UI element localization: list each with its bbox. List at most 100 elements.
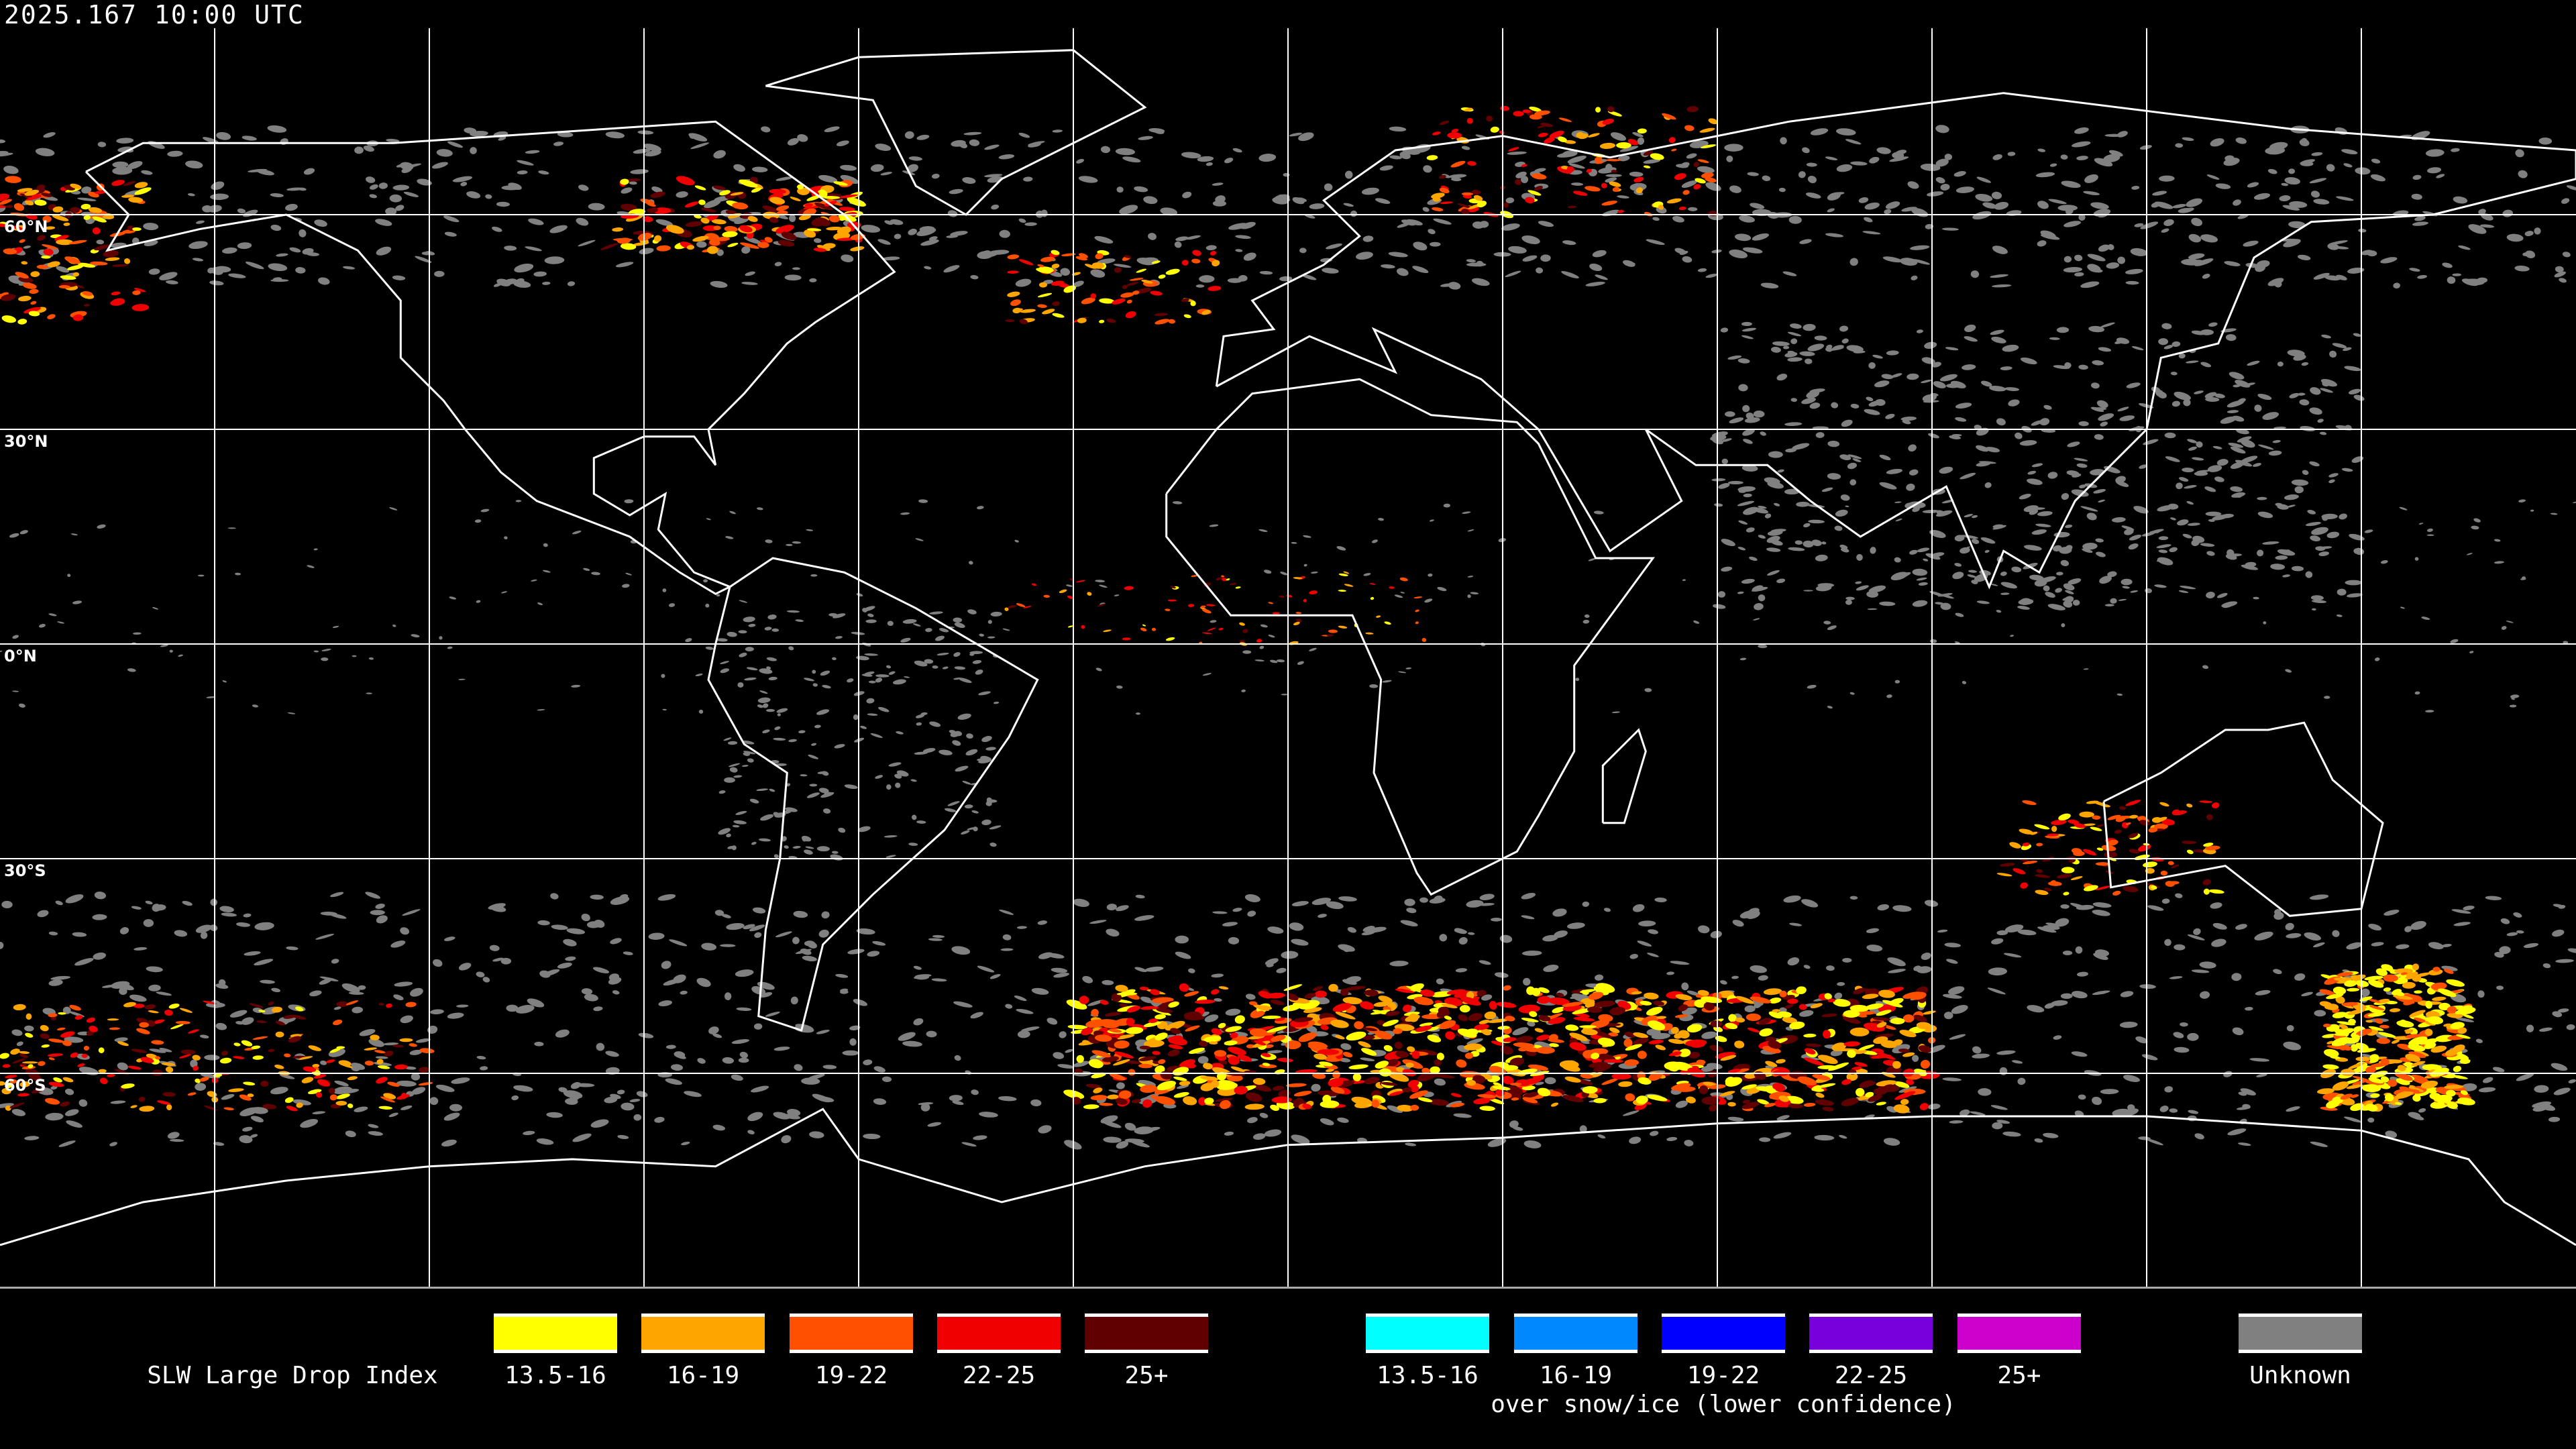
unknown-cloud [2404, 926, 2412, 932]
unknown-cloud [392, 184, 410, 191]
unknown-cloud [1942, 1077, 1962, 1081]
unknown-cloud [807, 1073, 825, 1080]
unknown-cloud [117, 1062, 128, 1071]
unknown-cloud [395, 205, 405, 211]
unknown-cloud [1727, 355, 1742, 360]
unknown-cloud [1894, 557, 1901, 563]
unknown-cloud [1944, 154, 1953, 160]
slw-region [313, 1074, 327, 1079]
unknown-cloud [1720, 327, 1729, 333]
unknown-cloud [572, 530, 582, 535]
slw-region [1303, 1007, 1322, 1014]
slw-region [1762, 1046, 1781, 1054]
unknown-cloud [2332, 343, 2347, 348]
slw-region [713, 185, 726, 191]
slw-region [2203, 843, 2214, 847]
slw-region [1202, 608, 1212, 614]
slw-region [706, 246, 718, 254]
unknown-cloud [993, 702, 1000, 704]
unknown-cloud [2035, 172, 2055, 178]
slw-region [1122, 637, 1131, 641]
unknown-cloud [280, 138, 288, 145]
unknown-cloud [74, 958, 94, 966]
unknown-cloud [2212, 515, 2229, 521]
unknown-cloud [2088, 325, 2105, 333]
slw-region [676, 176, 695, 186]
unknown-cloud [241, 136, 257, 141]
slw-region [1200, 605, 1206, 608]
unknown-cloud [2200, 991, 2210, 999]
slw-region [1719, 1091, 1735, 1097]
slw-region [1436, 1053, 1444, 1061]
slw-region [1042, 309, 1055, 315]
slw-region [47, 314, 56, 319]
unknown-cloud [1870, 547, 1876, 554]
unknown-cloud [2282, 205, 2300, 211]
slw-region [1346, 1031, 1366, 1041]
unknown-cloud [2238, 1142, 2251, 1146]
slw-region [2167, 881, 2180, 885]
unknown-cloud [2090, 202, 2109, 209]
unknown-cloud [2526, 1024, 2534, 1032]
unknown-cloud [751, 985, 766, 995]
slw-region [34, 199, 47, 206]
unknown-cloud [2353, 394, 2365, 401]
unknown-cloud [187, 193, 195, 197]
slw-region [48, 1057, 55, 1061]
unknown-cloud [368, 1124, 379, 1128]
slw-region [139, 1106, 155, 1112]
unknown-cloud [1028, 142, 1041, 148]
slw-region [312, 1064, 320, 1068]
slw-region [1466, 117, 1473, 124]
slw-region [1020, 309, 1036, 313]
slw-region [2344, 980, 2357, 987]
slw-region [747, 215, 758, 222]
unknown-cloud [2400, 606, 2406, 609]
slw-region [1865, 1003, 1884, 1010]
unknown-cloud [1866, 590, 1879, 598]
slw-region [1277, 1057, 1293, 1063]
slw-region [1335, 1012, 1356, 1020]
unknown-cloud [2506, 621, 2514, 623]
unknown-cloud [1057, 1064, 1075, 1069]
slw-region [1295, 1069, 1318, 1074]
slw-region [1595, 107, 1601, 113]
slw-region [2397, 1065, 2406, 1071]
slw-region [1218, 1022, 1226, 1028]
unknown-cloud [229, 1010, 248, 1018]
unknown-cloud [1419, 897, 1428, 903]
unknown-cloud [299, 229, 307, 237]
unknown-cloud [1955, 186, 1974, 193]
unknown-cloud [2126, 382, 2141, 388]
slw-region [2171, 864, 2180, 869]
unknown-cloud [2355, 167, 2371, 175]
unknown-cloud [2464, 278, 2485, 286]
unknown-cloud [2208, 322, 2218, 327]
unknown-cloud [2335, 425, 2353, 431]
slw-region [1898, 1049, 1910, 1053]
unknown-cloud [97, 524, 106, 529]
unknown-cloud [1950, 380, 1966, 388]
slw-region [103, 250, 119, 258]
slw-region [1856, 1087, 1865, 1097]
unknown-cloud [1996, 418, 2006, 426]
slw-region [2186, 803, 2193, 808]
unknown-cloud [1338, 896, 1357, 902]
slw-region [1900, 1099, 1909, 1106]
slw-region [2340, 1093, 2353, 1100]
unknown-cloud [148, 141, 165, 149]
slw-region [2347, 987, 2360, 992]
unknown-cloud [1059, 1031, 1067, 1038]
slw-region [275, 1020, 285, 1026]
slw-region [1373, 1002, 1391, 1007]
unknown-cloud [2289, 392, 2300, 398]
unknown-cloud [590, 894, 604, 900]
slw-region [2104, 851, 2118, 858]
unknown-cloud [1000, 948, 1014, 951]
slw-region [1822, 1106, 1834, 1112]
unknown-cloud [2092, 902, 2112, 908]
unknown-cloud [775, 763, 787, 766]
slw-region [370, 1034, 380, 1040]
unknown-cloud [1845, 596, 1855, 600]
unknown-cloud [1536, 267, 1544, 274]
